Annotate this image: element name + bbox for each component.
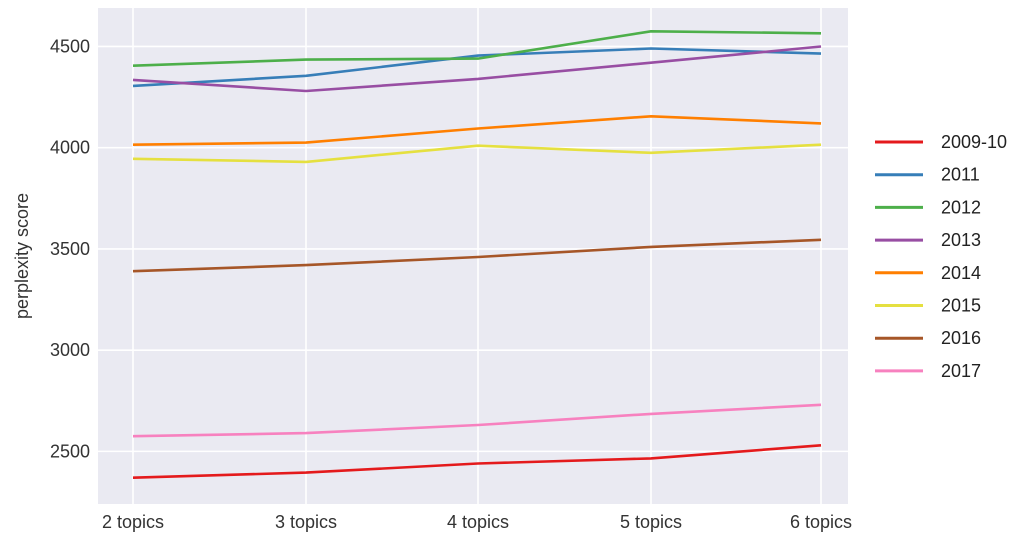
legend-label-2014: 2014 bbox=[941, 263, 981, 283]
legend-label-2016: 2016 bbox=[941, 328, 981, 348]
series-line-2013 bbox=[132, 45, 822, 93]
x-tick-label: 5 topics bbox=[620, 512, 682, 532]
legend-label-2011: 2011 bbox=[941, 165, 980, 185]
x-tick-label: 2 topics bbox=[102, 512, 164, 532]
x-tick-label: 3 topics bbox=[275, 512, 337, 532]
x-tick-label: 6 topics bbox=[790, 512, 852, 532]
series-line-2016 bbox=[132, 238, 822, 273]
y-tick-label: 4000 bbox=[50, 138, 90, 158]
legend-label-2013: 2013 bbox=[941, 230, 981, 250]
gridlines bbox=[98, 8, 848, 504]
series-line-2011 bbox=[132, 47, 822, 88]
legend: 2009-10 2011 2012 2013 2014 2015 2016 2017 bbox=[875, 132, 1007, 381]
series-line-2015 bbox=[132, 143, 822, 164]
x-axis-ticks: 2 topics 3 topics 4 topics 5 topics 6 topics bbox=[102, 512, 852, 532]
y-axis-title: perplexity score bbox=[12, 193, 32, 319]
y-tick-label: 4500 bbox=[50, 36, 90, 56]
legend-label-2009-10: 2009-10 bbox=[941, 132, 1007, 152]
legend-label-2012: 2012 bbox=[941, 197, 981, 217]
y-tick-label: 3500 bbox=[50, 239, 90, 259]
series-line-2014 bbox=[132, 115, 822, 146]
y-tick-label: 3000 bbox=[50, 340, 90, 360]
series-line-2017 bbox=[132, 403, 822, 438]
y-tick-label: 2500 bbox=[50, 441, 90, 461]
x-tick-label: 4 topics bbox=[447, 512, 509, 532]
legend-label-2015: 2015 bbox=[941, 296, 981, 316]
y-axis-ticks: 2500 3000 3500 4000 4500 bbox=[50, 36, 90, 461]
series-line-2012 bbox=[132, 29, 822, 67]
legend-label-2017: 2017 bbox=[941, 361, 981, 381]
series-line-2009-10 bbox=[132, 444, 822, 479]
series-lines bbox=[132, 29, 822, 479]
